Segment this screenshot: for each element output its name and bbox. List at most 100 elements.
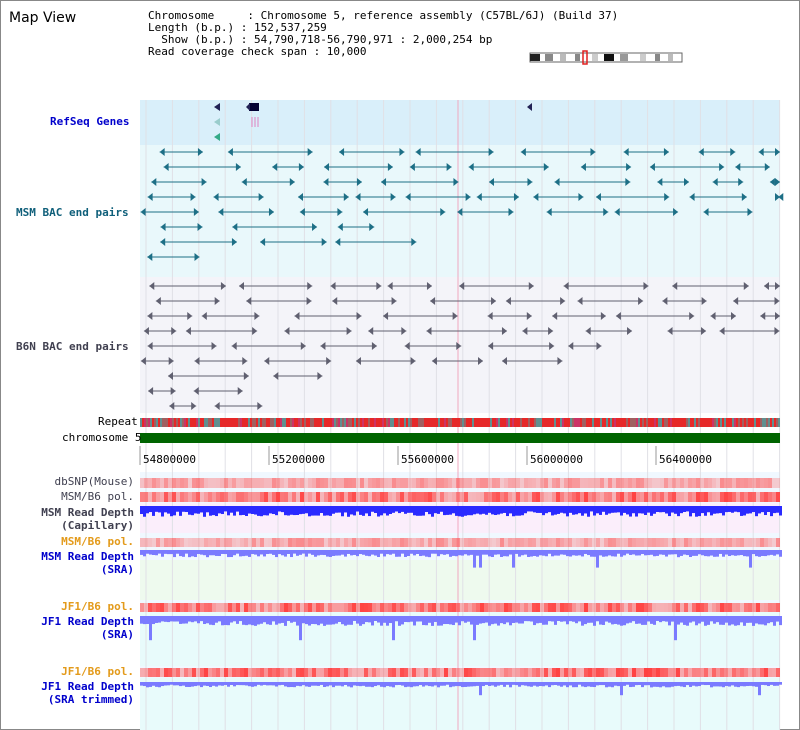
repeat-bin bbox=[292, 418, 294, 427]
bac-end bbox=[149, 282, 155, 290]
pol-bin bbox=[688, 603, 692, 612]
pol-bin bbox=[380, 492, 384, 502]
pol-bin bbox=[300, 668, 304, 677]
track-label-jf1-b6-pol-1[interactable]: JF1/B6 pol. bbox=[61, 600, 134, 613]
pol-bin bbox=[604, 603, 608, 612]
depth-bin bbox=[395, 616, 398, 622]
pol-bin bbox=[484, 478, 488, 488]
pol-bin bbox=[172, 538, 176, 547]
repeat-bin bbox=[186, 418, 188, 427]
pol-bin bbox=[444, 603, 448, 612]
pol-bin bbox=[144, 538, 148, 547]
pol-bin bbox=[188, 668, 192, 677]
pol-bin bbox=[420, 538, 424, 547]
bac-end bbox=[513, 193, 519, 201]
track-label-repeat[interactable]: Repeat bbox=[98, 415, 138, 428]
repeat-bin bbox=[220, 418, 222, 427]
track-label-refseq[interactable]: RefSeq Genes bbox=[50, 115, 130, 128]
track-label-jf1-depth-trim[interactable]: JF1 Read Depth bbox=[41, 680, 134, 693]
pol-bin bbox=[316, 478, 320, 488]
track-label-msm-bac[interactable]: MSM BAC end pairs bbox=[16, 206, 129, 219]
track-label-dbsnp[interactable]: dbSNP(Mouse) bbox=[54, 475, 134, 488]
bac-end bbox=[307, 148, 313, 156]
depth-bin bbox=[692, 616, 695, 622]
pol-bin bbox=[436, 668, 440, 677]
repeat-bin bbox=[300, 418, 302, 427]
pol-bin bbox=[148, 668, 152, 677]
repeat-bin bbox=[760, 418, 762, 427]
pol-bin bbox=[580, 668, 584, 677]
pol-bin bbox=[348, 668, 352, 677]
repeat-bin bbox=[224, 418, 226, 427]
repeat-bin bbox=[198, 418, 200, 427]
pol-bin bbox=[152, 668, 156, 677]
pol-bin bbox=[376, 668, 380, 677]
depth-bin bbox=[734, 682, 737, 687]
repeat-bin bbox=[454, 418, 456, 427]
depth-bin bbox=[581, 616, 584, 626]
depth-bin bbox=[689, 682, 692, 687]
repeat-bin bbox=[320, 418, 322, 427]
depth-bin bbox=[299, 506, 302, 515]
pol-bin bbox=[600, 492, 604, 502]
depth-bin bbox=[296, 506, 299, 515]
repeat-bin bbox=[302, 418, 304, 427]
pol-bin bbox=[408, 603, 412, 612]
depth-bin bbox=[509, 616, 512, 626]
depth-bin bbox=[647, 506, 650, 513]
pol-bin bbox=[616, 668, 620, 677]
depth-bin bbox=[173, 682, 176, 686]
track-label-msm-depth-capillary[interactable]: MSM Read Depth bbox=[41, 506, 134, 519]
pol-bin bbox=[716, 603, 720, 612]
pol-bin bbox=[544, 492, 548, 502]
pol-bin bbox=[260, 478, 264, 488]
depth-bin bbox=[401, 616, 404, 625]
track-label-msm-b6-pol-2[interactable]: MSM/B6 pol. bbox=[61, 535, 134, 548]
repeat-bin bbox=[556, 418, 558, 427]
pol-bin bbox=[416, 668, 420, 677]
pol-bin bbox=[200, 668, 204, 677]
pol-bin bbox=[412, 538, 416, 547]
track-label-msm-b6-pol-1[interactable]: MSM/B6 pol. bbox=[61, 490, 134, 503]
depth-bin bbox=[155, 682, 158, 687]
repeat-bin bbox=[558, 418, 560, 427]
depth-bin bbox=[740, 616, 743, 623]
pol-bin bbox=[560, 478, 564, 488]
pol-bin bbox=[344, 668, 348, 677]
depth-bin bbox=[293, 616, 296, 622]
repeat-bin bbox=[592, 418, 594, 427]
depth-bin bbox=[383, 682, 386, 688]
pol-bin bbox=[212, 538, 216, 547]
track-label-chromosome[interactable]: chromosome 5 bbox=[62, 431, 142, 444]
depth-bin bbox=[395, 550, 398, 557]
depth-bin bbox=[386, 550, 389, 555]
track-label-jf1-b6-pol-2[interactable]: JF1/B6 pol. bbox=[61, 665, 134, 678]
depth-bin bbox=[497, 616, 500, 626]
depth-bin bbox=[329, 506, 332, 516]
depth-bin bbox=[389, 506, 392, 515]
pol-bin bbox=[380, 538, 384, 547]
pol-bin bbox=[528, 668, 532, 677]
pol-bin bbox=[384, 668, 388, 677]
track-label-msm-depth-sra[interactable]: MSM Read Depth bbox=[41, 550, 134, 563]
repeat-bin bbox=[586, 418, 588, 427]
pol-bin bbox=[364, 668, 368, 677]
depth-bin bbox=[542, 550, 545, 556]
repeat-bin bbox=[476, 418, 478, 427]
pol-bin bbox=[568, 492, 572, 502]
depth-bin bbox=[332, 550, 335, 556]
pol-bin bbox=[576, 478, 580, 488]
depth-bin bbox=[515, 506, 518, 516]
repeat-bin bbox=[192, 418, 194, 427]
pol-bin bbox=[220, 492, 224, 502]
pol-bin bbox=[192, 492, 196, 502]
track-label-b6n-bac[interactable]: B6N BAC end pairs bbox=[16, 340, 129, 353]
pol-bin bbox=[512, 603, 516, 612]
pol-bin bbox=[580, 538, 584, 547]
pol-bin bbox=[764, 538, 768, 547]
repeat-bin bbox=[536, 418, 538, 427]
track-label-jf1-depth-sra[interactable]: JF1 Read Depth bbox=[41, 615, 134, 628]
pol-bin bbox=[596, 492, 600, 502]
bac-end bbox=[170, 387, 176, 395]
